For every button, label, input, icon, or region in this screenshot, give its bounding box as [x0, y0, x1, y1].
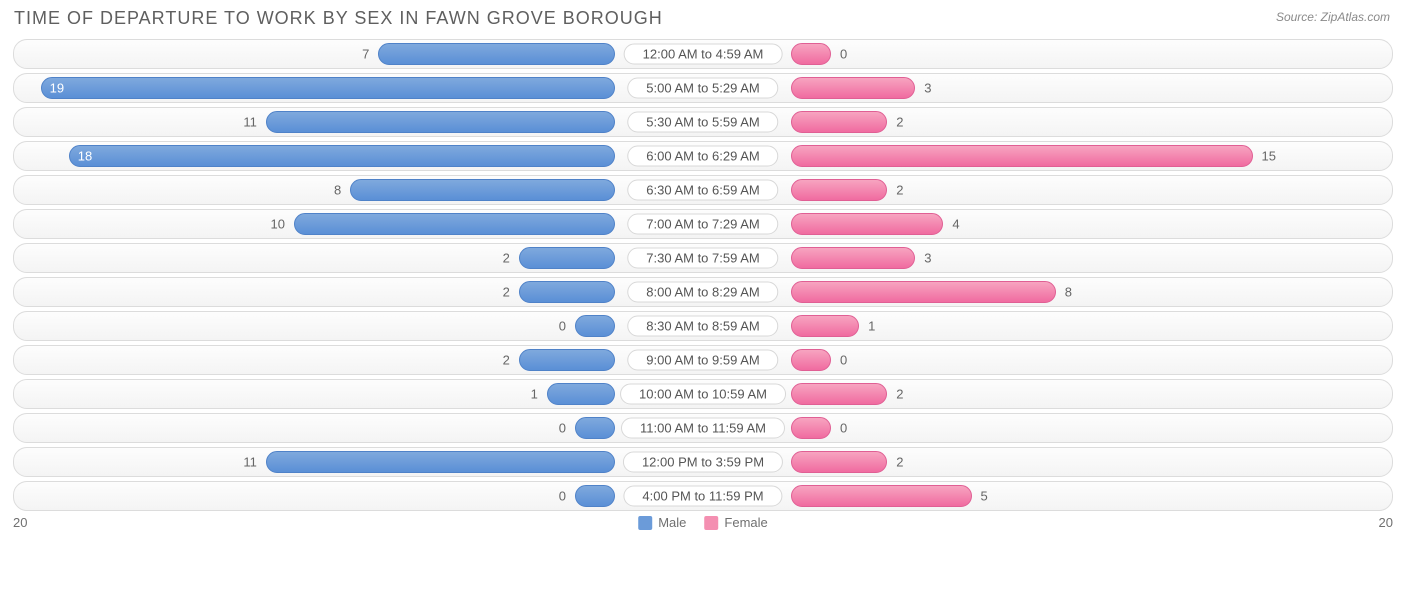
- chart-footer: 20 Male Female 20: [13, 515, 1393, 530]
- value-female: 8: [1065, 285, 1072, 300]
- bar-female: [791, 77, 915, 99]
- bar-female: [791, 145, 1253, 167]
- chart-row: 7:00 AM to 7:29 AM 10 4: [13, 209, 1393, 239]
- bar-male: [350, 179, 615, 201]
- bar-female: [791, 179, 887, 201]
- value-male: 2: [503, 251, 510, 266]
- value-male: 7: [362, 47, 369, 62]
- value-male: 0: [559, 489, 566, 504]
- row-label: 6:00 AM to 6:29 AM: [627, 146, 778, 167]
- bar-male: [519, 281, 615, 303]
- row-label: 6:30 AM to 6:59 AM: [627, 180, 778, 201]
- bar-female: [791, 451, 887, 473]
- bar-female: [791, 383, 887, 405]
- legend-item-female: Female: [704, 515, 767, 530]
- value-female: 2: [896, 387, 903, 402]
- legend-label-female: Female: [724, 515, 767, 530]
- bar-male: [547, 383, 615, 405]
- bar-female: [791, 213, 943, 235]
- row-label: 8:00 AM to 8:29 AM: [627, 282, 778, 303]
- chart-row: 8:00 AM to 8:29 AM 2 8: [13, 277, 1393, 307]
- value-female: 0: [840, 47, 847, 62]
- bar-male: [69, 145, 615, 167]
- row-label: 7:30 AM to 7:59 AM: [627, 248, 778, 269]
- chart-row: 10:00 AM to 10:59 AM 1 2: [13, 379, 1393, 409]
- chart-row: 12:00 PM to 3:59 PM 11 2: [13, 447, 1393, 477]
- value-female: 3: [924, 81, 931, 96]
- value-male: 8: [334, 183, 341, 198]
- row-label: 12:00 AM to 4:59 AM: [624, 44, 783, 65]
- row-label: 12:00 PM to 3:59 PM: [623, 452, 783, 473]
- value-male: 11: [243, 115, 257, 130]
- row-label: 7:00 AM to 7:29 AM: [627, 214, 778, 235]
- row-label: 5:00 AM to 5:29 AM: [627, 78, 778, 99]
- legend-item-male: Male: [638, 515, 686, 530]
- swatch-female: [704, 516, 718, 530]
- axis-max-right: 20: [1379, 515, 1393, 530]
- value-male: 0: [559, 319, 566, 334]
- value-female: 2: [896, 455, 903, 470]
- value-female: 1: [868, 319, 875, 334]
- bar-female: [791, 315, 859, 337]
- swatch-male: [638, 516, 652, 530]
- bar-male: [378, 43, 615, 65]
- chart-row: 9:00 AM to 9:59 AM 2 0: [13, 345, 1393, 375]
- bar-female: [791, 417, 831, 439]
- chart-row: 8:30 AM to 8:59 AM 0 1: [13, 311, 1393, 341]
- source-attribution: Source: ZipAtlas.com: [1276, 10, 1390, 24]
- bar-male: [266, 111, 615, 133]
- chart-title: TIME OF DEPARTURE TO WORK BY SEX IN FAWN…: [0, 0, 1406, 35]
- chart-row: 5:30 AM to 5:59 AM 11 2: [13, 107, 1393, 137]
- bar-male: [519, 349, 615, 371]
- value-female: 0: [840, 353, 847, 368]
- row-label: 10:00 AM to 10:59 AM: [620, 384, 786, 405]
- value-female: 3: [924, 251, 931, 266]
- legend: Male Female: [638, 515, 768, 530]
- value-female: 2: [896, 115, 903, 130]
- row-label: 5:30 AM to 5:59 AM: [627, 112, 778, 133]
- bar-male: [575, 315, 615, 337]
- axis-max-left: 20: [13, 515, 27, 530]
- bar-male: [519, 247, 615, 269]
- legend-label-male: Male: [658, 515, 686, 530]
- chart-row: 4:00 PM to 11:59 PM 0 5: [13, 481, 1393, 511]
- value-female: 2: [896, 183, 903, 198]
- bar-male: [575, 417, 615, 439]
- bar-female: [791, 485, 972, 507]
- bar-female: [791, 281, 1056, 303]
- value-female: 0: [840, 421, 847, 436]
- value-male: 10: [271, 217, 285, 232]
- chart-row: 11:00 AM to 11:59 AM 0 0: [13, 413, 1393, 443]
- bar-female: [791, 247, 915, 269]
- bar-female: [791, 349, 831, 371]
- chart-row: 6:00 AM to 6:29 AM 18 15: [13, 141, 1393, 171]
- bar-male: [294, 213, 615, 235]
- bar-male: [41, 77, 615, 99]
- chart-row: 12:00 AM to 4:59 AM 7 0: [13, 39, 1393, 69]
- row-label: 11:00 AM to 11:59 AM: [621, 418, 785, 439]
- row-label: 8:30 AM to 8:59 AM: [627, 316, 778, 337]
- value-male: 1: [531, 387, 538, 402]
- value-female: 4: [952, 217, 959, 232]
- value-male: 0: [559, 421, 566, 436]
- row-label: 9:00 AM to 9:59 AM: [627, 350, 778, 371]
- row-label: 4:00 PM to 11:59 PM: [623, 486, 782, 507]
- value-male: 11: [243, 455, 257, 470]
- chart-row: 5:00 AM to 5:29 AM 19 3: [13, 73, 1393, 103]
- bar-male: [266, 451, 615, 473]
- bar-male: [575, 485, 615, 507]
- value-male: 19: [50, 81, 64, 96]
- bar-female: [791, 111, 887, 133]
- value-male: 2: [503, 353, 510, 368]
- value-male: 2: [503, 285, 510, 300]
- bar-female: [791, 43, 831, 65]
- diverging-bar-chart: 12:00 AM to 4:59 AM 7 0 5:00 AM to 5:29 AM 1…: [13, 39, 1393, 511]
- value-male: 18: [78, 149, 92, 164]
- chart-row: 6:30 AM to 6:59 AM 8 2: [13, 175, 1393, 205]
- value-female: 15: [1262, 149, 1276, 164]
- value-female: 5: [981, 489, 988, 504]
- chart-row: 7:30 AM to 7:59 AM 2 3: [13, 243, 1393, 273]
